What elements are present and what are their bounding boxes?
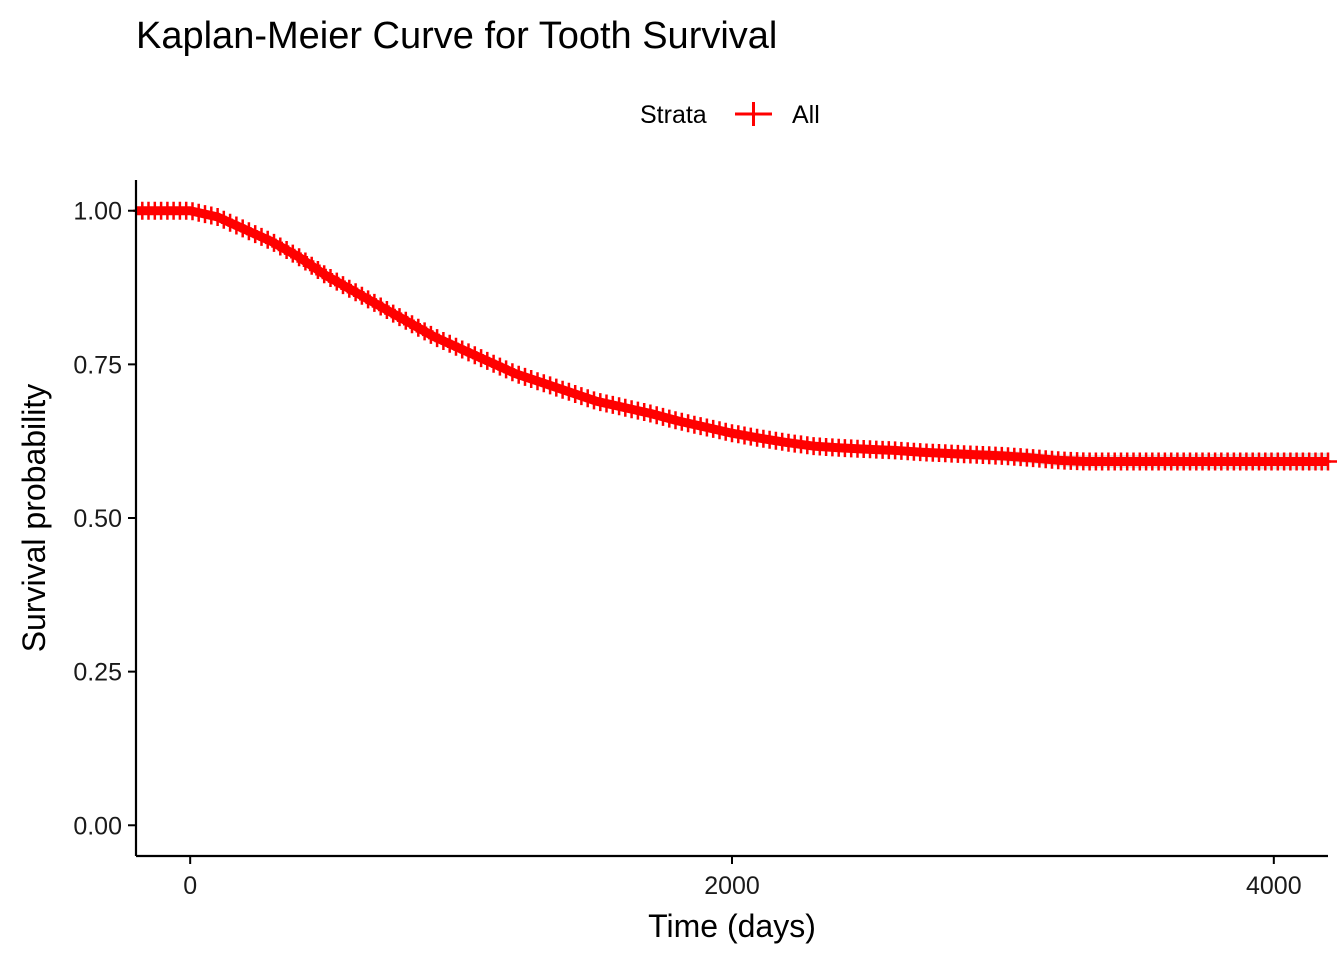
- y-tick-label: 1.00: [73, 198, 122, 226]
- legend-label-all: All: [792, 101, 820, 129]
- legend-key-mark: [735, 102, 772, 126]
- y-tick-label: 0.50: [73, 505, 122, 533]
- y-axis-title: Survival probability: [16, 384, 52, 653]
- legend: Strata All: [640, 101, 820, 129]
- y-tick-label: 0.75: [73, 351, 122, 379]
- x-tick-label: 0: [183, 872, 197, 900]
- y-tick-label: 0.25: [73, 659, 122, 687]
- x-axis-title: Time (days): [648, 908, 816, 944]
- legend-title: Strata: [640, 101, 707, 129]
- censor-mark: [1319, 452, 1337, 471]
- y-tick-label: 0.00: [73, 812, 122, 840]
- censor-marks: [133, 201, 1337, 471]
- x-tick-label: 2000: [704, 872, 760, 900]
- x-tick-label: 4000: [1246, 872, 1302, 900]
- survival-line-all: [136, 206, 1328, 466]
- legend-key-all: [735, 102, 772, 126]
- chart-title: Kaplan-Meier Curve for Tooth Survival: [136, 15, 777, 57]
- plot-area: [133, 201, 1337, 471]
- axis-ticks: 0.00 0.25 0.50 0.75 1.00 0 2000 4000: [73, 198, 1301, 900]
